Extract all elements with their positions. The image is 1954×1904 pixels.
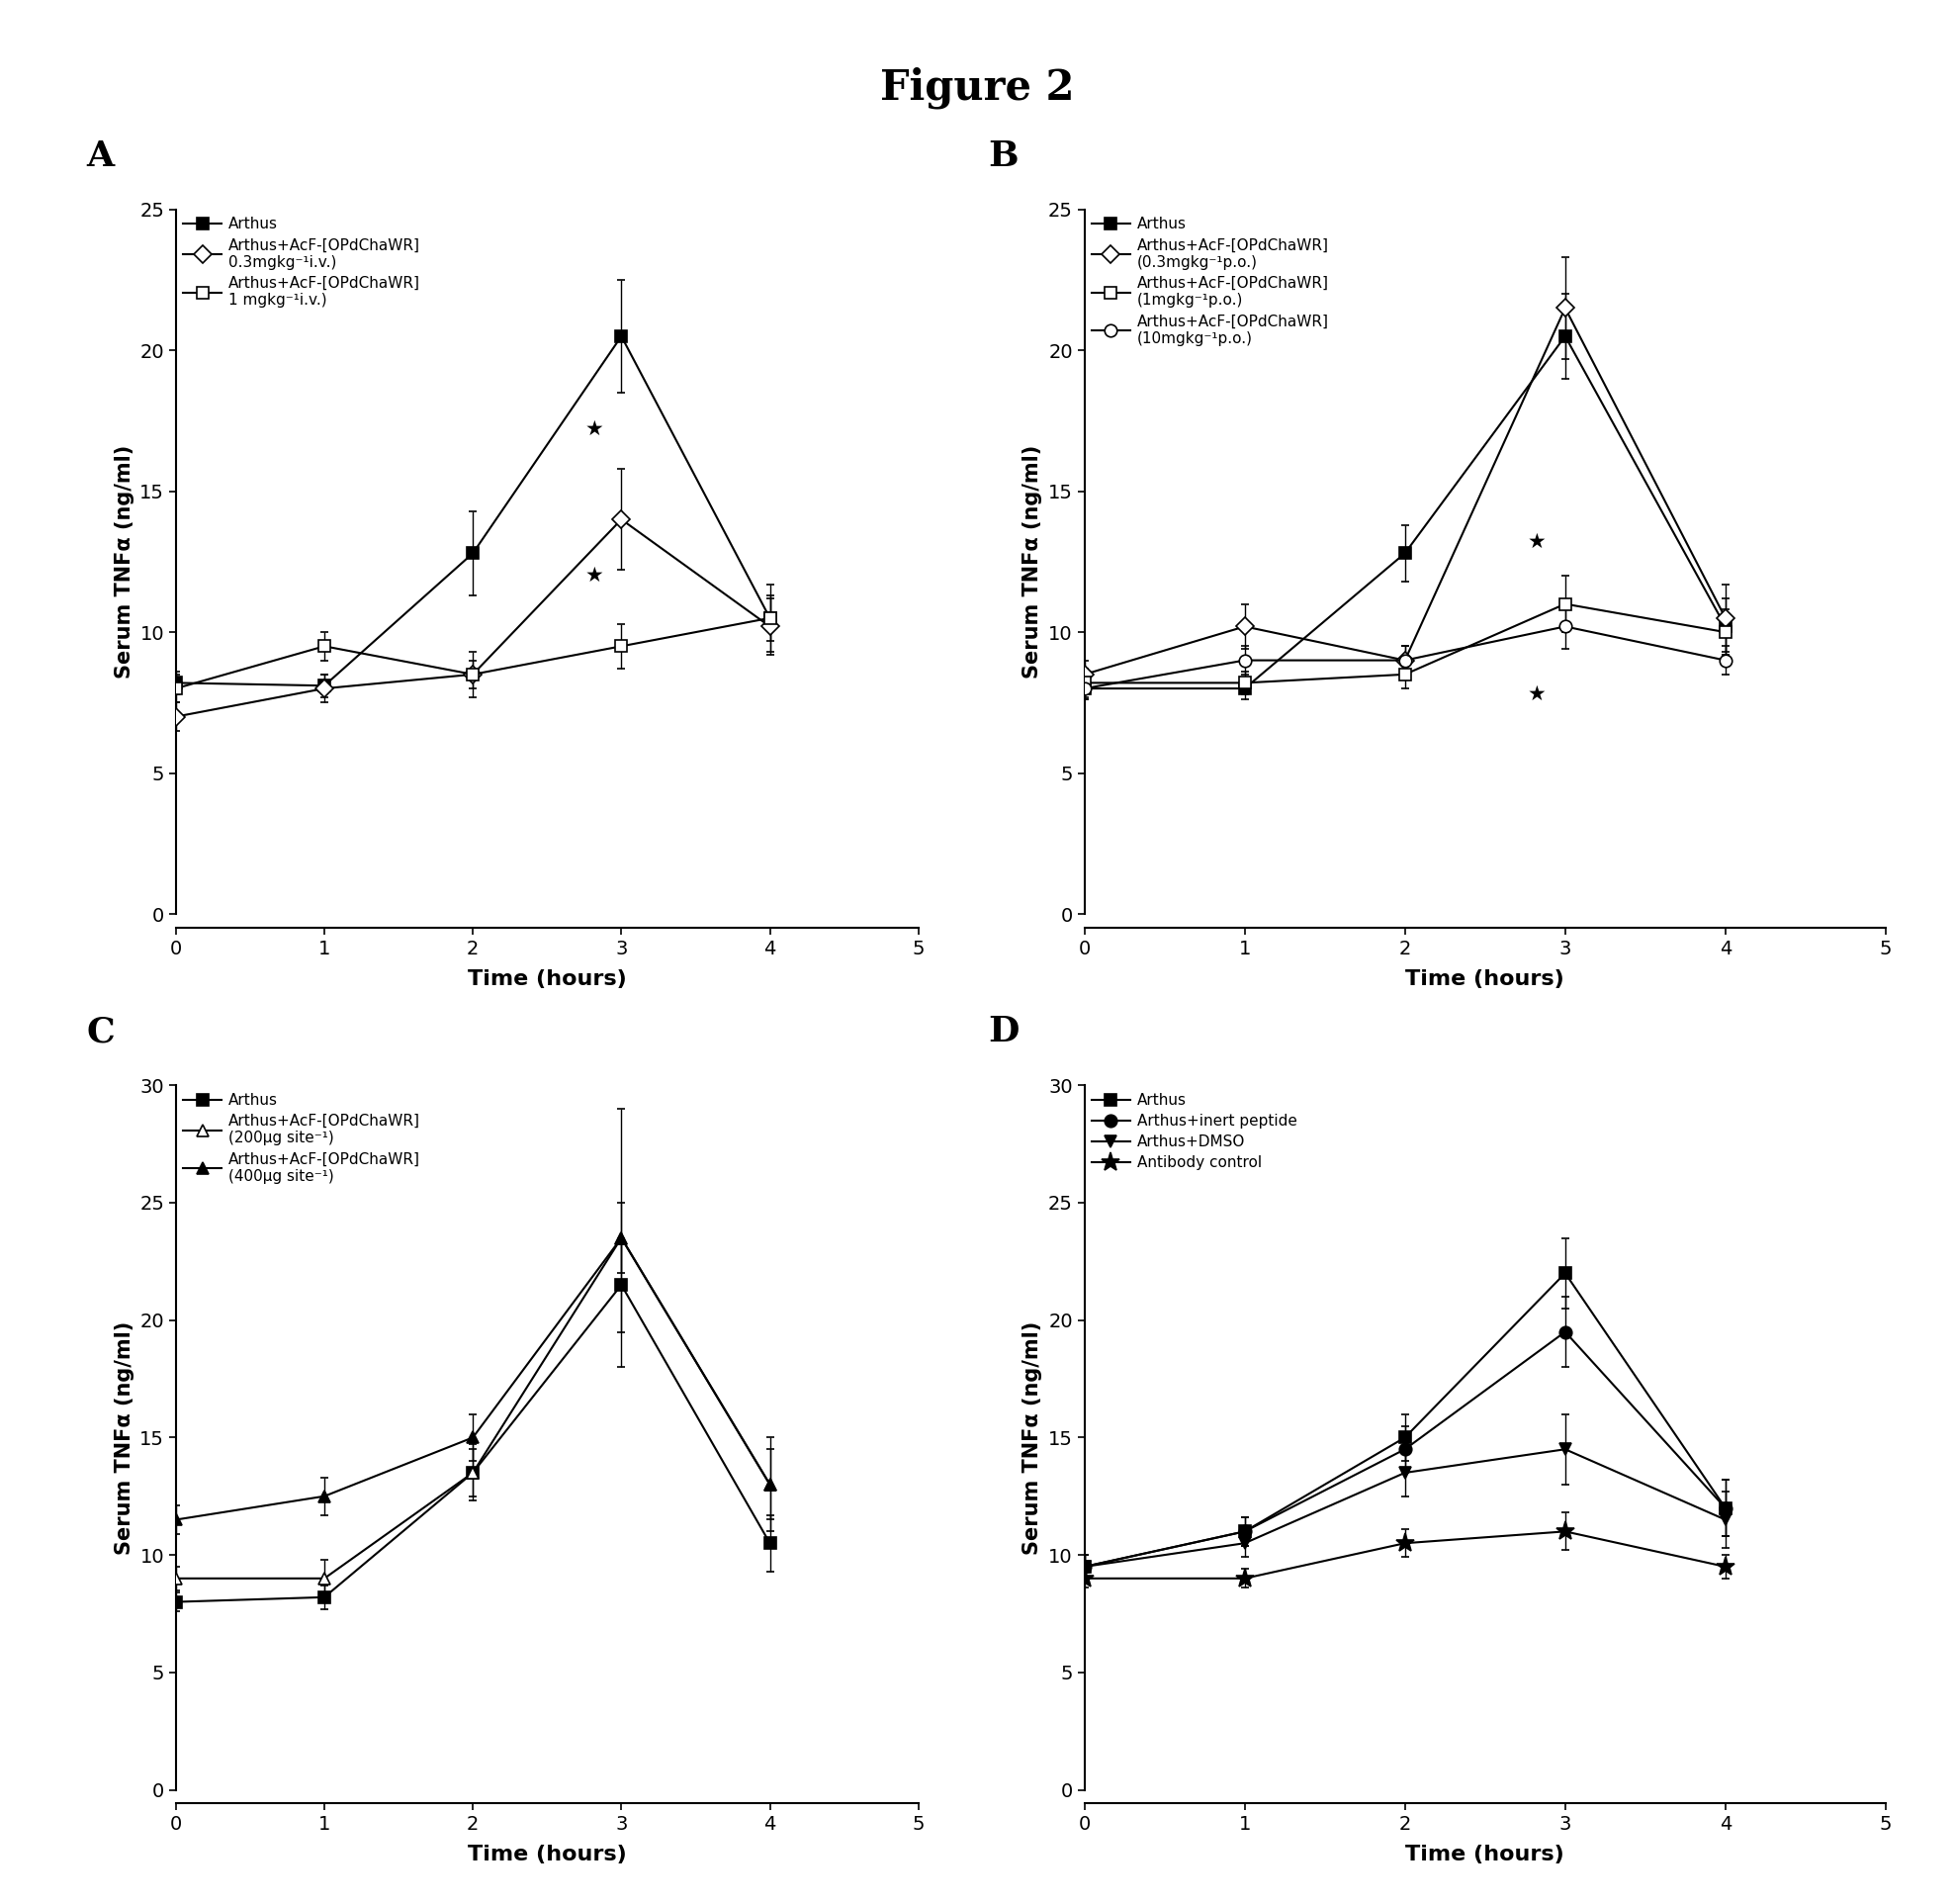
Y-axis label: Serum TNFα (ng/ml): Serum TNFα (ng/ml) xyxy=(1024,446,1043,678)
X-axis label: Time (hours): Time (hours) xyxy=(467,1845,627,1864)
Text: ★: ★ xyxy=(586,565,604,586)
Y-axis label: Serum TNFα (ng/ml): Serum TNFα (ng/ml) xyxy=(1024,1321,1043,1554)
Legend: Arthus, Arthus+AcF-[OPdChaWR]
(200μg site⁻¹), Arthus+AcF-[OPdChaWR]
(400μg site⁻: Arthus, Arthus+AcF-[OPdChaWR] (200μg sit… xyxy=(180,1089,424,1186)
Text: A: A xyxy=(86,139,115,173)
Text: ★: ★ xyxy=(586,419,604,440)
Text: ★: ★ xyxy=(1526,684,1546,704)
X-axis label: Time (hours): Time (hours) xyxy=(467,969,627,988)
Y-axis label: Serum TNFα (ng/ml): Serum TNFα (ng/ml) xyxy=(115,446,135,678)
X-axis label: Time (hours): Time (hours) xyxy=(1405,969,1565,988)
Legend: Arthus, Arthus+AcF-[OPdChaWR]
0.3mgkg⁻¹i.v.), Arthus+AcF-[OPdChaWR]
1 mgkg⁻¹i.v.: Arthus, Arthus+AcF-[OPdChaWR] 0.3mgkg⁻¹i… xyxy=(180,213,424,310)
Text: D: D xyxy=(989,1015,1020,1049)
Y-axis label: Serum TNFα (ng/ml): Serum TNFα (ng/ml) xyxy=(115,1321,135,1554)
Legend: Arthus, Arthus+AcF-[OPdChaWR]
(0.3mgkg⁻¹p.o.), Arthus+AcF-[OPdChaWR]
(1mgkg⁻¹p.o: Arthus, Arthus+AcF-[OPdChaWR] (0.3mgkg⁻¹… xyxy=(1088,213,1333,348)
Text: B: B xyxy=(989,139,1018,173)
Text: ★: ★ xyxy=(1526,531,1546,552)
X-axis label: Time (hours): Time (hours) xyxy=(1405,1845,1565,1864)
Legend: Arthus, Arthus+inert peptide, Arthus+DMSO, Antibody control: Arthus, Arthus+inert peptide, Arthus+DMS… xyxy=(1088,1089,1301,1173)
Text: C: C xyxy=(86,1015,115,1049)
Text: Figure 2: Figure 2 xyxy=(879,67,1075,109)
